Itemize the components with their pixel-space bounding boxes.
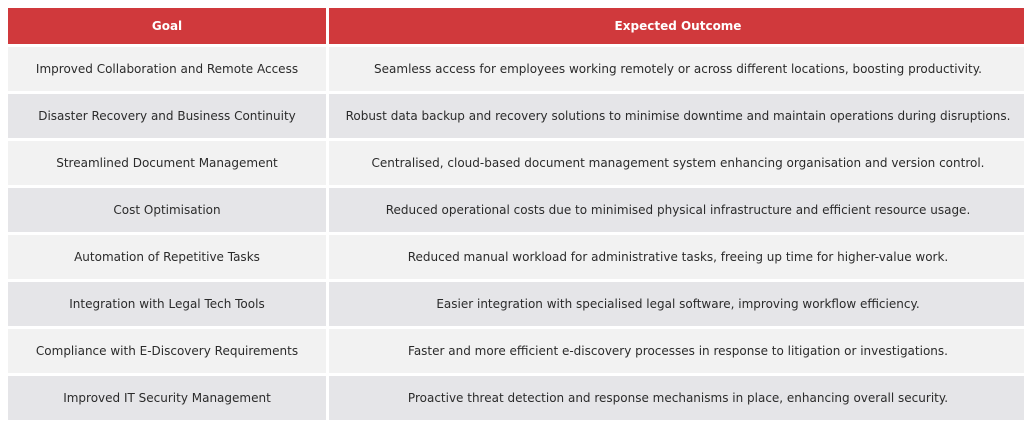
outcome-cell: Easier integration with specialised lega… — [329, 282, 1024, 326]
goal-cell: Integration with Legal Tech Tools — [8, 282, 326, 326]
header-expected-outcome: Expected Outcome — [329, 8, 1024, 44]
header-goal: Goal — [8, 8, 326, 44]
outcome-cell: Reduced manual workload for administrati… — [329, 235, 1024, 279]
goal-cell: Automation of Repetitive Tasks — [8, 235, 326, 279]
goal-cell: Cost Optimisation — [8, 188, 326, 232]
outcome-cell: Seamless access for employees working re… — [329, 47, 1024, 91]
outcome-cell: Reduced operational costs due to minimis… — [329, 188, 1024, 232]
goal-cell: Improved IT Security Management — [8, 376, 326, 420]
goals-outcomes-table: Goal Expected Outcome Improved Collabora… — [8, 8, 1024, 420]
outcome-cell: Faster and more efficient e-discovery pr… — [329, 329, 1024, 373]
goal-cell: Disaster Recovery and Business Continuit… — [8, 94, 326, 138]
outcome-cell: Proactive threat detection and response … — [329, 376, 1024, 420]
outcome-cell: Robust data backup and recovery solution… — [329, 94, 1024, 138]
goal-cell: Improved Collaboration and Remote Access — [8, 47, 326, 91]
goal-cell: Compliance with E-Discovery Requirements — [8, 329, 326, 373]
outcome-cell: Centralised, cloud-based document manage… — [329, 141, 1024, 185]
goal-cell: Streamlined Document Management — [8, 141, 326, 185]
